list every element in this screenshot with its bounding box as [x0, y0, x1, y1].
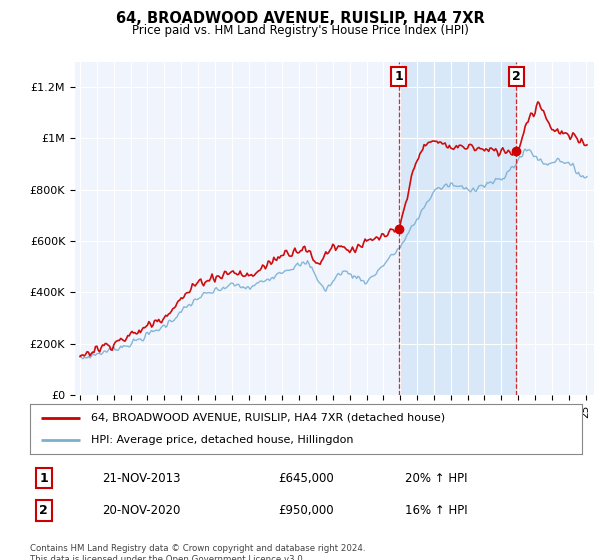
Text: Price paid vs. HM Land Registry's House Price Index (HPI): Price paid vs. HM Land Registry's House … [131, 24, 469, 36]
Text: £645,000: £645,000 [278, 472, 334, 484]
Text: Contains HM Land Registry data © Crown copyright and database right 2024.
This d: Contains HM Land Registry data © Crown c… [30, 544, 365, 560]
Text: 2: 2 [40, 504, 48, 517]
Text: HPI: Average price, detached house, Hillingdon: HPI: Average price, detached house, Hill… [91, 435, 353, 445]
Text: 16% ↑ HPI: 16% ↑ HPI [406, 504, 468, 517]
Bar [398, 62, 517, 395]
Text: 64, BROADWOOD AVENUE, RUISLIP, HA4 7XR (detached house): 64, BROADWOOD AVENUE, RUISLIP, HA4 7XR (… [91, 413, 445, 423]
Text: 21-NOV-2013: 21-NOV-2013 [102, 472, 180, 484]
Text: £950,000: £950,000 [278, 504, 334, 517]
Text: 20% ↑ HPI: 20% ↑ HPI [406, 472, 468, 484]
Text: 20-NOV-2020: 20-NOV-2020 [102, 504, 180, 517]
Text: 1: 1 [394, 70, 403, 83]
Text: 1: 1 [40, 472, 48, 484]
Text: 2: 2 [512, 70, 521, 83]
Text: 64, BROADWOOD AVENUE, RUISLIP, HA4 7XR: 64, BROADWOOD AVENUE, RUISLIP, HA4 7XR [116, 11, 484, 26]
